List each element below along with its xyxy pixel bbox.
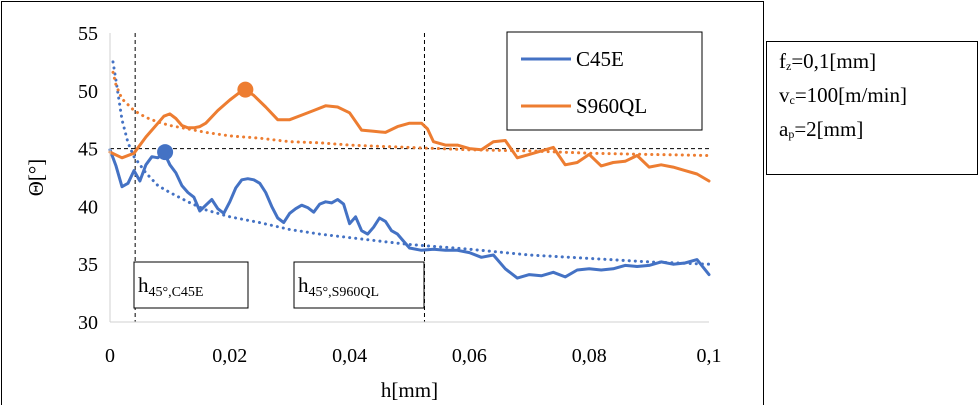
x-tick-label: 0,1 bbox=[697, 345, 722, 367]
y-tick-label: 50 bbox=[78, 81, 98, 103]
marker-point-1 bbox=[237, 81, 254, 98]
legend-label: S960QL bbox=[576, 94, 647, 118]
parameter-subscript: c bbox=[789, 93, 795, 107]
legend-label: C45E bbox=[576, 47, 624, 71]
parameter-symbol: v bbox=[779, 83, 790, 107]
x-tick-label: 0,04 bbox=[332, 345, 367, 367]
parameter-value: =0,1[mm] bbox=[791, 49, 877, 73]
y-tick-label: 30 bbox=[78, 312, 98, 334]
annotation-sub: 45°,S960QL bbox=[309, 285, 380, 300]
trendline-3 bbox=[111, 70, 711, 157]
parameter-symbol: a bbox=[779, 117, 789, 141]
parameter-subscript: p bbox=[788, 127, 795, 141]
parameter-symbol: f bbox=[779, 49, 786, 73]
legend: C45E S960QL bbox=[506, 31, 703, 131]
annotations: h45°,C45E h45°,S960QL bbox=[133, 261, 425, 309]
y-tick-label: 35 bbox=[78, 254, 98, 276]
y-axis-title: Θ[°] bbox=[24, 159, 48, 197]
annotation-box bbox=[293, 261, 425, 309]
annotation-sub: 45°,C45E bbox=[149, 285, 204, 300]
annotation-main: h bbox=[298, 273, 309, 297]
annotation-label: h45°,S960QL bbox=[298, 273, 379, 300]
x-tick-label: 0,02 bbox=[212, 345, 247, 367]
parameters-box: fz=0,1[mm] vc=100[m/min] ap=2[mm] bbox=[766, 41, 978, 175]
series-line-c45e bbox=[108, 148, 711, 280]
parameter-subscript: z bbox=[786, 59, 792, 73]
x-axis-title: h[mm] bbox=[381, 378, 438, 402]
series-layer bbox=[108, 60, 711, 280]
x-tick-label: 0,08 bbox=[572, 345, 607, 367]
annotation-label: h45°,C45E bbox=[138, 273, 204, 300]
parameter-line: fz=0,1[mm] bbox=[779, 47, 977, 81]
y-tick-label: 40 bbox=[78, 196, 98, 218]
legend-box bbox=[506, 31, 703, 131]
parameter-value: =2[mm] bbox=[794, 117, 864, 141]
parameter-line: ap=2[mm] bbox=[779, 115, 977, 149]
axes: 30 35 40 45 50 55 0 0,02 0,04 0,06 0,08 0,1 h[mm] Θ[°… bbox=[24, 23, 722, 402]
x-tick-label: 0,06 bbox=[452, 345, 487, 367]
x-tick-label: 0 bbox=[105, 345, 115, 367]
annotation-main: h bbox=[138, 273, 149, 297]
y-tick-label: 55 bbox=[78, 23, 98, 45]
annotation-box bbox=[133, 261, 249, 309]
parameter-value: =100[m/min] bbox=[794, 83, 907, 107]
marker-point-0 bbox=[157, 144, 174, 161]
parameter-line: vc=100[m/min] bbox=[779, 81, 977, 115]
y-tick-label: 45 bbox=[78, 139, 98, 161]
